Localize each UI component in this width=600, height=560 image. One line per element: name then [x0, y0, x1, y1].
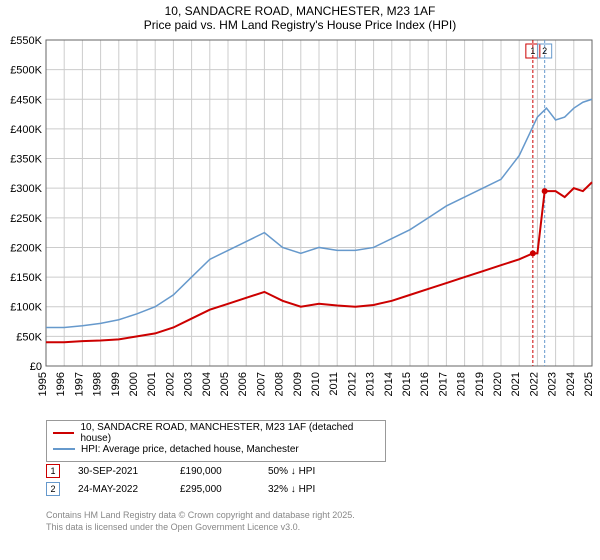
- svg-text:2003: 2003: [183, 372, 195, 396]
- svg-text:£150K: £150K: [10, 272, 42, 284]
- svg-text:£400K: £400K: [10, 124, 42, 136]
- disclaimer: Contains HM Land Registry data © Crown c…: [46, 510, 355, 533]
- marker-price: £295,000: [180, 484, 250, 495]
- marker-row: 2 24-MAY-2022 £295,000 32% ↓ HPI: [46, 480, 348, 498]
- title-block: 10, SANDACRE ROAD, MANCHESTER, M23 1AF P…: [0, 0, 600, 32]
- svg-text:2015: 2015: [401, 372, 413, 396]
- svg-text:2: 2: [542, 46, 547, 56]
- svg-text:2017: 2017: [437, 372, 449, 396]
- disclaimer-line: This data is licensed under the Open Gov…: [46, 522, 355, 534]
- legend: 10, SANDACRE ROAD, MANCHESTER, M23 1AF (…: [46, 420, 386, 462]
- svg-text:1995: 1995: [37, 372, 49, 396]
- svg-text:2020: 2020: [492, 372, 504, 396]
- svg-text:2009: 2009: [292, 372, 304, 396]
- svg-text:2008: 2008: [274, 372, 286, 396]
- svg-text:2019: 2019: [474, 372, 486, 396]
- svg-text:2002: 2002: [164, 372, 176, 396]
- svg-text:2012: 2012: [346, 372, 358, 396]
- svg-text:2018: 2018: [456, 372, 468, 396]
- svg-text:2025: 2025: [583, 372, 595, 396]
- marker-date: 24-MAY-2022: [78, 484, 162, 495]
- svg-text:1999: 1999: [110, 372, 122, 396]
- svg-text:£0: £0: [30, 361, 42, 373]
- svg-text:2016: 2016: [419, 372, 431, 396]
- svg-text:£450K: £450K: [10, 94, 42, 106]
- legend-label: HPI: Average price, detached house, Manc…: [81, 444, 299, 455]
- marker-badge: 2: [46, 482, 60, 496]
- marker-pct: 50% ↓ HPI: [268, 466, 348, 477]
- svg-text:£200K: £200K: [10, 242, 42, 254]
- marker-date: 30-SEP-2021: [78, 466, 162, 477]
- svg-text:2005: 2005: [219, 372, 231, 396]
- svg-text:£550K: £550K: [10, 36, 42, 47]
- chart-area: £0 £50K £100K £150K £200K £250K £300K £350K £400…: [0, 36, 600, 416]
- svg-text:2010: 2010: [310, 372, 322, 396]
- disclaimer-line: Contains HM Land Registry data © Crown c…: [46, 510, 355, 522]
- svg-text:2006: 2006: [237, 372, 249, 396]
- svg-text:2004: 2004: [201, 372, 213, 396]
- svg-text:2014: 2014: [383, 372, 395, 396]
- marker-badge: 1: [46, 464, 60, 478]
- svg-text:£100K: £100K: [10, 302, 42, 314]
- svg-text:£50K: £50K: [16, 331, 42, 343]
- legend-label: 10, SANDACRE ROAD, MANCHESTER, M23 1AF (…: [80, 422, 379, 444]
- svg-text:2022: 2022: [528, 372, 540, 396]
- svg-text:£300K: £300K: [10, 183, 42, 195]
- svg-text:1998: 1998: [92, 372, 104, 396]
- svg-text:1997: 1997: [73, 372, 85, 396]
- marker-row: 1 30-SEP-2021 £190,000 50% ↓ HPI: [46, 462, 348, 480]
- svg-text:2013: 2013: [365, 372, 377, 396]
- title-subtitle: Price paid vs. HM Land Registry's House …: [0, 18, 600, 32]
- svg-text:1996: 1996: [55, 372, 67, 396]
- chart-container: 10, SANDACRE ROAD, MANCHESTER, M23 1AF P…: [0, 0, 600, 560]
- line-chart-svg: £0 £50K £100K £150K £200K £250K £300K £350K £400…: [0, 36, 600, 416]
- marker-pct: 32% ↓ HPI: [268, 484, 348, 495]
- svg-text:2007: 2007: [255, 372, 267, 396]
- title-address: 10, SANDACRE ROAD, MANCHESTER, M23 1AF: [0, 4, 600, 18]
- legend-swatch: [53, 432, 74, 434]
- legend-item: 10, SANDACRE ROAD, MANCHESTER, M23 1AF (…: [53, 425, 379, 441]
- marker-price: £190,000: [180, 466, 250, 477]
- marker-table: 1 30-SEP-2021 £190,000 50% ↓ HPI 2 24-MA…: [46, 462, 348, 498]
- svg-text:£350K: £350K: [10, 154, 42, 166]
- legend-swatch: [53, 448, 75, 450]
- svg-text:£250K: £250K: [10, 213, 42, 225]
- svg-text:2000: 2000: [128, 372, 140, 396]
- svg-text:£500K: £500K: [10, 65, 42, 77]
- svg-text:2023: 2023: [547, 372, 559, 396]
- svg-text:2024: 2024: [565, 372, 577, 396]
- svg-text:2011: 2011: [328, 372, 340, 396]
- svg-text:2021: 2021: [510, 372, 522, 396]
- svg-text:2001: 2001: [146, 372, 158, 396]
- svg-text:1: 1: [530, 46, 535, 56]
